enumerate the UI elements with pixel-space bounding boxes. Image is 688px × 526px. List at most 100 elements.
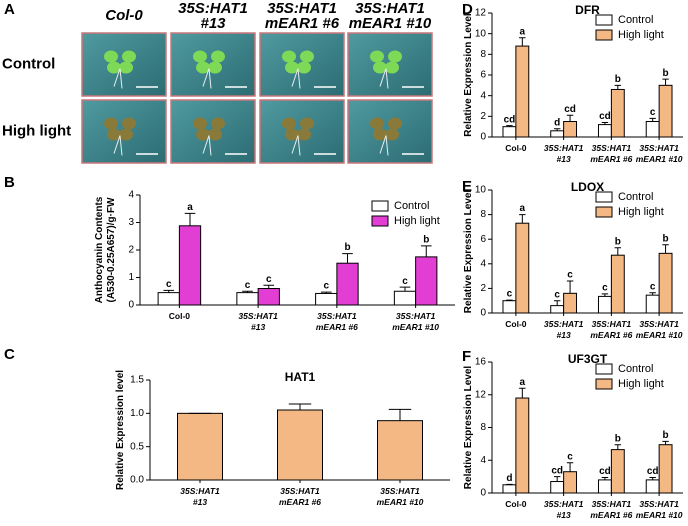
y-tick-label: 12 <box>475 8 487 19</box>
column-header-line: Col-0 <box>105 7 143 24</box>
x-tick-label-line: mEAR1 #6 <box>590 510 632 520</box>
error-bar <box>553 300 561 306</box>
x-tick-label-line: 35S:HAT1 <box>639 143 679 153</box>
legend-label: High light <box>618 206 664 218</box>
bar <box>277 409 323 481</box>
bar <box>658 252 673 314</box>
row-label: Control <box>2 55 55 72</box>
significance-letter: cd <box>647 466 659 477</box>
bar <box>178 225 202 306</box>
x-tick-label: Col-0 <box>169 311 191 321</box>
legend-label: Control <box>618 14 653 26</box>
seedling-leaf <box>300 117 314 130</box>
x-tick-label-line: #13 <box>557 330 571 340</box>
y-tick-label: 6 <box>480 70 486 81</box>
x-tick-label-line: 35S:HAT1 <box>544 319 584 329</box>
error-bar <box>601 293 609 297</box>
bar <box>658 84 673 138</box>
seedling-root <box>291 135 301 156</box>
x-tick-label-line: 35S:HAT1 <box>396 311 436 321</box>
bar <box>415 256 438 306</box>
x-tick-label: 35S:HAT1 mEAR1 #10 <box>377 486 424 507</box>
error-bar <box>399 286 411 292</box>
x-tick-label-line: 35S:HAT1 <box>280 486 320 496</box>
bar <box>257 288 280 306</box>
y-axis-label: Anthocyanin Contents(A530-0.25A657)/g·FW <box>94 196 117 303</box>
x-tick-label: 35S:HAT1 mEAR1 #6 <box>316 311 358 332</box>
seedling-root <box>379 68 389 89</box>
legend-swatch <box>595 206 613 218</box>
error-bar <box>242 290 253 293</box>
seedling-leaf <box>388 50 402 63</box>
y-tick-label: 2 <box>480 283 486 294</box>
significance-letter: cd <box>551 465 563 476</box>
bar <box>515 222 530 314</box>
panel-label: F <box>462 348 471 365</box>
legend-swatch <box>595 191 613 203</box>
panel-label: B <box>4 174 15 191</box>
x-tick-label-line: Col-0 <box>505 319 527 329</box>
y-tick-label: 1 <box>128 272 134 283</box>
y-axis-label-line: (A530-0.25A657)/g·FW <box>106 197 117 303</box>
legend-label: Control <box>394 200 429 212</box>
y-tick-label: 12 <box>475 389 487 400</box>
bar <box>515 397 530 494</box>
y-tick-label: 6 <box>480 234 486 245</box>
seedling-root <box>202 68 212 89</box>
error-bar <box>420 245 432 257</box>
significance-letter: b <box>663 233 669 244</box>
significance-letter: a <box>520 377 526 388</box>
column-header: 35S:HAT1 mEAR1 #6 <box>265 0 340 32</box>
y-tick-label: 0 <box>480 308 486 319</box>
bar <box>610 254 625 314</box>
bar <box>645 479 660 494</box>
y-tick-label: 8 <box>480 209 486 220</box>
seedling-leaf <box>196 61 210 74</box>
error-bar <box>614 444 622 450</box>
x-tick-label-line: mEAR1 #10 <box>392 322 439 332</box>
y-tick-label: 1.5 <box>130 375 144 386</box>
error-bar <box>649 476 656 480</box>
x-tick-label: 35S:HAT1 mEAR1 #10 <box>636 143 683 164</box>
legend-swatch <box>595 363 613 375</box>
significance-letter: c <box>650 281 656 292</box>
bar <box>597 479 612 494</box>
x-tick-label: 35S:HAT1 #13 <box>180 486 220 507</box>
bar <box>377 420 423 481</box>
error-bar <box>649 117 656 122</box>
x-tick-label-line: #13 <box>557 154 571 164</box>
bar <box>336 262 359 306</box>
error-bar <box>601 122 609 125</box>
legend-label: High light <box>618 378 664 390</box>
x-tick-label: 35S:HAT1 mEAR1 #10 <box>636 499 683 520</box>
column-header-line: 35S:HAT1 <box>355 0 425 17</box>
seedling-leaf <box>119 61 133 74</box>
seedling-leaf <box>193 50 207 63</box>
bar <box>550 481 565 494</box>
seedling-leaf <box>297 61 311 74</box>
error-bar <box>388 408 412 421</box>
error-bar <box>662 244 669 254</box>
seedling-root <box>113 135 123 156</box>
x-tick-label-line: 35S:HAT1 <box>380 486 420 496</box>
bar <box>177 412 223 481</box>
x-tick-label-line: 35S:HAT1 <box>639 319 679 329</box>
seedling-leaf <box>119 128 133 141</box>
bar <box>563 292 578 314</box>
y-tick-label: 10 <box>475 185 487 196</box>
error-bar <box>506 299 513 301</box>
bar <box>563 471 578 494</box>
panel-label: C <box>4 346 15 363</box>
seedling-leaf <box>373 128 387 141</box>
y-tick-label: 16 <box>475 357 487 368</box>
chart-title: HAT1 <box>285 370 316 384</box>
legend-swatch <box>595 14 613 26</box>
bar <box>563 121 578 138</box>
bar <box>550 130 565 138</box>
significance-letter: d <box>554 117 560 128</box>
seedling-leaf <box>285 128 299 141</box>
y-axis-label: Relative Expression level <box>115 370 126 490</box>
bar <box>550 305 565 314</box>
bar <box>393 290 417 306</box>
significance-letter: c <box>554 289 560 300</box>
